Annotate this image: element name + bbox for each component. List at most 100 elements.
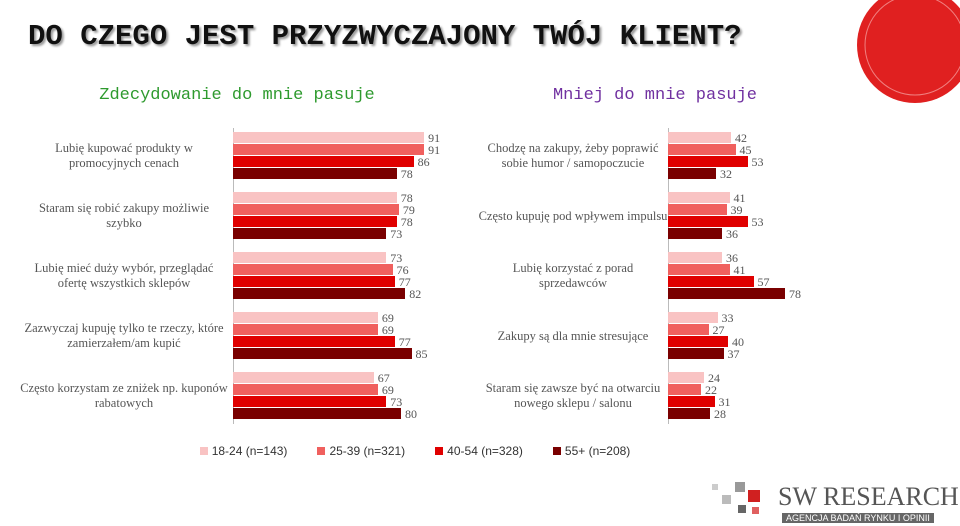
value-label: 82 [409,287,422,301]
value-label: 78 [400,215,413,229]
bar [668,276,754,287]
bar [668,372,704,383]
value-label: 57 [757,275,770,289]
circle-ring [864,0,960,96]
bar [233,372,374,383]
bar [668,288,785,299]
value-label: 32 [720,167,732,181]
bar [668,156,748,167]
logo-icon [712,482,760,514]
bar [668,408,710,419]
legend-label: 40-54 (n=328) [447,444,523,458]
value-label: 77 [398,335,411,349]
value-label: 69 [381,323,394,337]
bar [668,384,701,395]
bar [668,228,722,239]
bar [668,168,716,179]
bar [668,216,748,227]
value-label: 73 [390,251,403,265]
value-label: 73 [390,227,403,241]
legend-item: 40-54 (n=328) [435,444,523,458]
value-label: 76 [396,263,409,277]
bar [668,204,727,215]
value-label: 69 [381,383,394,397]
legend-label: 55+ (n=208) [564,444,631,458]
bar [233,288,406,299]
bar [233,324,378,335]
legend-swatch [317,447,326,455]
value-label: 53 [751,215,764,229]
value-label: 91 [428,143,441,157]
legend-label: 25-39 (n=321) [329,444,406,458]
bar [233,336,395,347]
value-label: 41 [733,263,746,277]
bar [668,348,724,359]
value-label: 78 [789,287,801,301]
category-label: Zakupy są dla mnie stresujące [497,328,649,343]
bar [233,192,397,203]
bar [233,312,378,323]
page-title: DO CZEGO JEST PRZYZWYCZAJONY TWÓJ KLIENT… [28,20,742,53]
legend-item: 18-24 (n=143) [199,444,288,458]
bar [233,408,401,419]
value-label: 78 [400,167,413,181]
bar [233,168,397,179]
value-label: 37 [727,347,740,361]
value-label: 67 [377,371,390,385]
bar [668,192,730,203]
logo-tagline: AGENCJA BADAŃ RYNKU I OPINII [782,513,934,523]
bar [233,252,387,263]
category-label: Staram się zawsze być na otwarciu nowego… [485,381,661,410]
legend: 18-24 (n=143) 25-39 (n=321) 40-54 (n=328) 5… [0,444,830,458]
category-label: Staram się robić zakupy możliwie szybko [38,201,210,230]
value-label: 85 [415,347,428,361]
chart-title: Zdecydowanie do mnie pasuje [99,86,375,105]
legend-item: 25-39 (n=321) [317,444,405,458]
bar [668,396,715,407]
value-label: 73 [390,395,403,409]
category-label: Lubię korzystać z porad sprzedawców [512,261,634,290]
value-label: 91 [428,131,441,145]
bar [668,264,730,275]
value-label: 69 [381,311,394,325]
category-label: Chodzę na zakupy, żeby poprawić sobie hu… [487,141,659,170]
bar [233,204,399,215]
red-circle [857,0,960,103]
bar [233,156,414,167]
legend-swatch [552,447,561,455]
value-label: 27 [712,323,725,337]
value-label: 40 [732,335,744,349]
value-label: 31 [718,395,731,409]
bar [233,228,387,239]
value-label: 24 [708,371,720,385]
legend-item: 55+ (n=208) [552,444,631,458]
bar [668,336,728,347]
value-label: 53 [751,155,764,169]
value-label: 36 [726,227,738,241]
value-label: 22 [705,383,717,397]
bar [233,216,397,227]
value-label: 45 [739,143,752,157]
legend-swatch [199,447,208,455]
bar [233,276,395,287]
value-label: 42 [735,131,747,145]
bar [668,132,731,143]
logo-name: SW RESEARCH [778,482,959,511]
legend-swatch [435,447,444,455]
category-label: Często korzystam ze zniżek np. kuponów r… [20,381,228,410]
value-label: 77 [398,275,411,289]
bar [668,144,736,155]
bar [233,132,425,143]
value-label: 39 [730,203,743,217]
bar [233,264,393,275]
value-label: 28 [714,407,726,421]
legend-label: 18-24 (n=143) [211,444,288,458]
category-label: Lubię mieć duży wybór, przeglądać ofertę… [34,261,214,290]
bar [668,312,718,323]
category-label: Zazwyczaj kupuję tylko te rzeczy, które … [24,321,224,350]
bar [233,384,378,395]
value-label: 80 [405,407,417,421]
value-label: 36 [726,251,738,265]
